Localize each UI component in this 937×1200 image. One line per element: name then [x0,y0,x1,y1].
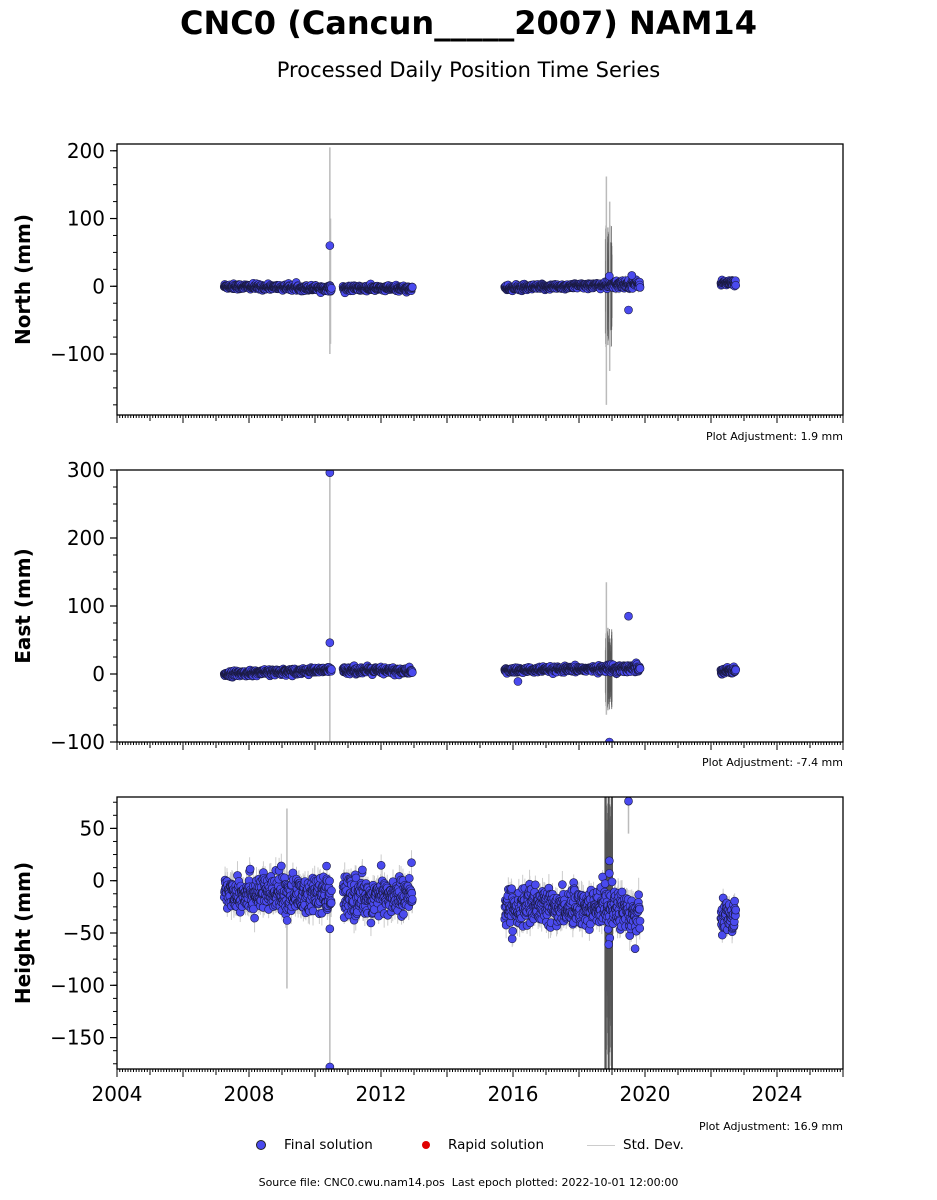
std-dev-bars [223,472,737,742]
final-solution-points [219,241,741,315]
chart-title: CNC0 (Cancun_____2007) NAM14 [180,4,757,42]
y-tick-label: −100 [50,342,105,366]
final-solution-point [731,280,741,290]
final-solution-point [325,241,335,250]
final-solution-point [627,271,637,280]
final-solution-point [408,282,417,292]
plot-area [219,147,741,405]
chart-subtitle: Processed Daily Position Time Series [276,58,661,82]
final-solution-point [327,283,336,293]
final-solution-point [635,283,645,292]
y-tick-label: 0 [92,274,105,298]
final-solution-point [605,271,614,281]
y-tick-label: 100 [67,207,105,231]
final-solution-point [408,668,417,677]
std-dev-bars [223,147,737,405]
panel-1: −100 0 100 200 North (mm) Plot Adjustment: 1.… [11,139,844,443]
plot-adjustment: Plot Adjustment: 1.9 mm [706,430,843,443]
y-axis-label: North (mm) [11,214,35,345]
final-solution-points [219,470,741,742]
final-solution-point [624,305,633,315]
final-solution-point [327,665,336,674]
plot-area [219,470,741,742]
y-tick-label: 200 [67,139,105,163]
